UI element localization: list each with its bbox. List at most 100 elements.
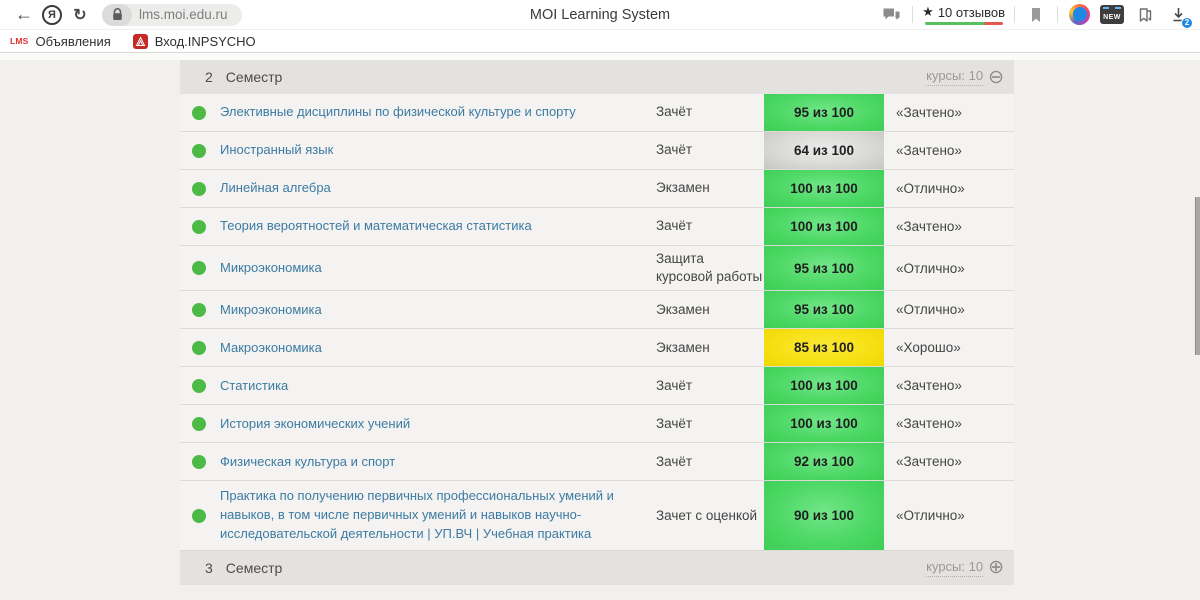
course-link[interactable]: Практика по получению первичных професси…	[220, 488, 614, 542]
toolbar-divider	[1014, 6, 1015, 23]
score-badge: 64 из 100	[764, 132, 884, 169]
table-row: Статистика Зачёт 100 из 100 «Зачтено»	[180, 367, 1014, 406]
semester-label: Семестр	[225, 559, 283, 576]
reload-button[interactable]: ↻	[73, 6, 87, 24]
new-badge-label: NEW	[1103, 14, 1121, 21]
score-badge: 95 из 100	[764, 246, 884, 291]
collapse-semester-icon[interactable]: ⊖	[988, 66, 1004, 88]
assessment-type: Экзамен	[656, 180, 710, 196]
table-row: Микроэкономика Экзамен 95 из 100 «Отличн…	[180, 291, 1014, 330]
score-badge: 100 из 100	[764, 405, 884, 443]
grade-label: «Отлично»	[896, 181, 965, 196]
courses-count-link[interactable]: курсы: 10	[926, 68, 984, 86]
toolbar-divider	[1057, 6, 1058, 23]
whats-new-icon[interactable]: NEW	[1100, 3, 1124, 27]
courses-count-link[interactable]: курсы: 10	[926, 559, 984, 577]
collections-icon[interactable]	[1133, 3, 1157, 27]
table-row: История экономических учений Зачёт 100 и…	[180, 405, 1014, 444]
scroll-sliver	[0, 53, 1200, 60]
table-row: Теория вероятностей и математическая ста…	[180, 208, 1014, 246]
course-link[interactable]: Статистика	[220, 377, 289, 393]
downloads-count-badge: 2	[1181, 16, 1193, 29]
course-link[interactable]: Линейная алгебра	[220, 180, 331, 196]
expand-semester-icon[interactable]: ⊕	[988, 557, 1004, 579]
course-link[interactable]: Теория вероятностей и математическая ста…	[220, 218, 532, 234]
status-dot-icon	[192, 416, 206, 431]
score-badge: 92 из 100	[764, 443, 884, 481]
score-badge: 85 из 100	[764, 329, 884, 367]
assessment-type: Зачёт	[656, 142, 693, 158]
grade-label: «Зачтено»	[896, 454, 962, 470]
course-link[interactable]: Микроэкономика	[220, 259, 322, 275]
course-link[interactable]: Микроэкономика	[220, 301, 322, 317]
back-button[interactable]: ←	[15, 4, 33, 24]
semester-2-header: 2 Семестр курсы: 10 ⊖	[180, 60, 1014, 94]
grade-label: «Отлично»	[896, 260, 965, 276]
table-row: Практика по получению первичных професси…	[180, 481, 1014, 551]
assessment-type: Зачёт	[656, 104, 693, 120]
bookmark-label: Объявления	[35, 33, 111, 49]
assessment-type: Зачет с оценкой	[656, 507, 758, 523]
page-viewport: 2 Семестр курсы: 10 ⊖ Элективные дисципл…	[0, 53, 1200, 600]
yandex-home-icon[interactable]: Я	[38, 2, 66, 28]
course-link[interactable]: Иностранный язык	[220, 142, 334, 158]
toolbar-right-icons: ★ 10 отзывов NEW 2	[879, 3, 1193, 29]
toolbar-divider	[912, 6, 914, 23]
yandex-logo-icon: Я	[42, 4, 62, 25]
score-badge: 100 из 100	[764, 208, 884, 245]
grade-label: «Зачтено»	[896, 143, 962, 158]
extension-color-wheel-icon[interactable]	[1067, 3, 1091, 27]
table-row: Иностранный язык Зачёт 64 из 100 «Зачтен…	[180, 132, 1014, 170]
course-link[interactable]: Физическая культура и спорт	[220, 453, 396, 469]
grade-label: «Зачтено»	[896, 105, 962, 120]
score-badge: 100 из 100	[764, 367, 884, 405]
downloads-icon[interactable]: 2	[1166, 3, 1193, 29]
bookmark-label: Вход.INPSYCHO	[154, 33, 256, 49]
table-row: Микроэкономика Защита курсовой работы 95…	[180, 246, 1014, 292]
status-dot-icon	[192, 378, 206, 393]
assessment-type: Зачёт	[656, 415, 693, 431]
course-link[interactable]: Макроэкономика	[220, 339, 322, 355]
site-reviews-button[interactable]: ★ 10 отзывов	[922, 4, 1005, 25]
status-dot-icon	[192, 105, 206, 120]
status-dot-icon	[192, 219, 206, 234]
course-link[interactable]: История экономических учений	[220, 415, 411, 431]
semester-number: 2	[205, 69, 213, 85]
table-row: Физическая культура и спорт Зачёт 92 из …	[180, 443, 1014, 482]
score-badge: 100 из 100	[764, 170, 884, 207]
status-dot-icon	[192, 143, 206, 158]
bookmark-item-announcements[interactable]: LMS Объявления	[10, 34, 111, 49]
score-badge: 95 из 100	[764, 94, 884, 131]
status-dot-icon	[192, 181, 206, 196]
grade-label: «Зачтено»	[896, 416, 962, 432]
assessment-type: Экзамен	[656, 339, 710, 355]
grade-label: «Зачтено»	[896, 219, 962, 234]
assessment-type: Зачёт	[656, 377, 693, 393]
address-bar[interactable]: lms.moi.edu.ru	[102, 3, 242, 26]
assessment-type: Защита курсовой работы	[656, 251, 763, 285]
bookmark-item-inpsycho[interactable]: Вход.INPSYCHO	[132, 33, 256, 49]
table-row: Линейная алгебра Экзамен 100 из 100 «Отл…	[180, 170, 1014, 208]
bookmark-icon[interactable]	[1024, 3, 1048, 27]
bookmarks-bar: LMS Объявления Вход.INPSYCHO	[0, 30, 1200, 53]
table-row: Элективные дисциплины по физической куль…	[180, 94, 1014, 132]
assessment-type: Экзамен	[656, 301, 710, 317]
feedback-icon[interactable]	[879, 3, 903, 27]
inpsycho-favicon	[132, 33, 148, 49]
url-text: lms.moi.edu.ru	[139, 7, 228, 22]
semester-number: 3	[205, 559, 213, 576]
table-row: Макроэкономика Экзамен 85 из 100 «Хорошо…	[180, 329, 1014, 368]
reviews-rating-bar	[924, 22, 1003, 25]
scrollbar-thumb[interactable]	[1195, 197, 1200, 355]
status-dot-icon	[192, 508, 206, 523]
status-dot-icon	[192, 261, 206, 276]
ssl-lock-icon[interactable]	[102, 3, 132, 26]
gradebook-content: 2 Семестр курсы: 10 ⊖ Элективные дисципл…	[180, 60, 1014, 585]
star-icon: ★	[922, 4, 934, 19]
course-link[interactable]: Элективные дисциплины по физической куль…	[220, 104, 576, 120]
status-dot-icon	[192, 454, 206, 469]
grade-label: «Отлично»	[896, 302, 965, 318]
grade-label: «Зачтено»	[896, 378, 962, 394]
color-wheel-icon	[1068, 4, 1090, 25]
assessment-type: Зачёт	[656, 218, 693, 234]
